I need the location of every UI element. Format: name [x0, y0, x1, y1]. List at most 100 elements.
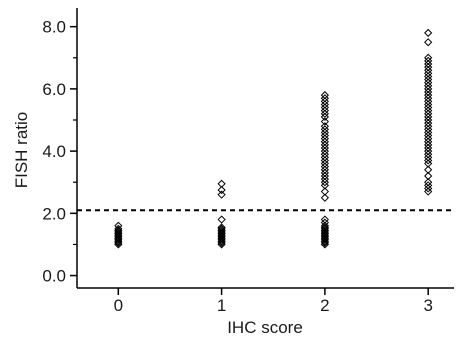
data-point — [320, 153, 329, 162]
data-point — [114, 234, 123, 243]
data-point — [217, 223, 226, 232]
data-point — [320, 137, 329, 146]
data-point — [114, 240, 123, 249]
data-point — [424, 112, 433, 121]
data-point — [320, 168, 329, 177]
data-point — [217, 215, 226, 224]
data-point — [320, 234, 329, 243]
data-points — [114, 28, 433, 249]
data-point — [320, 140, 329, 149]
data-point — [424, 119, 433, 128]
y-axis-title: FISH ratio — [12, 112, 31, 189]
data-point — [320, 112, 329, 121]
data-point — [320, 106, 329, 115]
data-point — [217, 227, 226, 237]
data-point — [217, 232, 226, 241]
data-point — [217, 237, 226, 246]
data-point — [424, 28, 433, 37]
data-point — [114, 229, 123, 238]
data-point — [217, 185, 226, 195]
y-tick-label: 8.0 — [42, 18, 66, 37]
data-point — [217, 224, 226, 233]
data-point — [320, 156, 329, 165]
data-point — [424, 125, 433, 134]
data-point — [424, 78, 433, 87]
data-point — [424, 115, 433, 125]
data-point — [114, 237, 123, 246]
y-tick-label: 0.0 — [42, 267, 66, 286]
data-point — [217, 229, 226, 238]
data-point — [424, 94, 433, 103]
data-point — [320, 215, 329, 224]
data-point — [320, 218, 329, 227]
data-point — [424, 109, 433, 118]
data-point — [424, 128, 433, 137]
data-point — [320, 235, 329, 244]
data-point — [424, 75, 433, 84]
data-point — [424, 66, 433, 75]
data-point — [320, 238, 329, 247]
x-axis-ticks: 0 1 2 3 — [114, 288, 433, 315]
data-point — [320, 159, 329, 168]
data-point — [424, 156, 433, 165]
data-point — [320, 232, 329, 241]
data-point — [424, 81, 433, 90]
data-point — [424, 184, 433, 193]
data-point — [320, 143, 329, 153]
data-point — [320, 171, 329, 181]
data-point — [424, 122, 433, 131]
data-point — [320, 221, 329, 230]
data-point — [320, 134, 329, 143]
data-point — [424, 187, 433, 196]
data-point — [320, 91, 329, 100]
data-point — [320, 162, 329, 171]
data-point — [424, 69, 433, 78]
data-point — [114, 224, 123, 233]
data-point — [424, 140, 433, 149]
data-point — [424, 97, 433, 106]
data-point — [320, 227, 329, 237]
data-point — [114, 235, 123, 244]
data-point — [217, 234, 226, 243]
data-point — [424, 150, 433, 159]
data-point — [320, 103, 329, 112]
data-point — [320, 240, 329, 249]
x-axis-title: IHC score — [227, 318, 303, 337]
data-point — [424, 178, 433, 187]
data-point — [320, 125, 329, 134]
data-point — [424, 63, 433, 72]
data-point — [424, 134, 433, 143]
x-tick-label: 0 — [114, 296, 123, 315]
data-point — [217, 226, 226, 235]
data-point — [424, 91, 433, 100]
data-point — [424, 87, 433, 97]
data-point — [424, 38, 433, 47]
data-point — [424, 59, 433, 69]
data-point — [114, 226, 123, 235]
data-point — [424, 147, 433, 156]
data-point — [320, 224, 329, 233]
data-point — [320, 178, 329, 187]
data-point — [424, 84, 433, 93]
data-point — [320, 117, 329, 126]
data-point — [424, 181, 433, 190]
data-point — [424, 53, 433, 62]
data-point — [320, 229, 329, 238]
data-point — [320, 193, 329, 202]
data-point — [217, 235, 226, 244]
y-axis-ticks: 0.0 2.0 4.0 6.0 8.0 — [42, 18, 77, 286]
data-point — [114, 232, 123, 241]
data-point — [424, 131, 433, 140]
data-point — [320, 181, 329, 190]
data-point — [217, 190, 226, 199]
data-point — [114, 238, 123, 247]
data-point — [424, 153, 433, 162]
data-point — [320, 237, 329, 246]
data-point — [217, 240, 226, 249]
data-point — [320, 109, 329, 118]
data-point — [320, 187, 329, 196]
data-point — [217, 231, 226, 240]
data-point — [320, 231, 329, 240]
data-point — [114, 227, 123, 237]
